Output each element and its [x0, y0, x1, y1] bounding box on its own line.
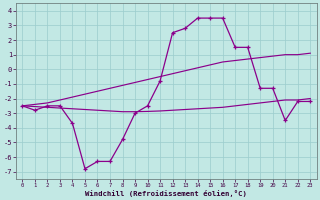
X-axis label: Windchill (Refroidissement éolien,°C): Windchill (Refroidissement éolien,°C)	[85, 190, 247, 197]
